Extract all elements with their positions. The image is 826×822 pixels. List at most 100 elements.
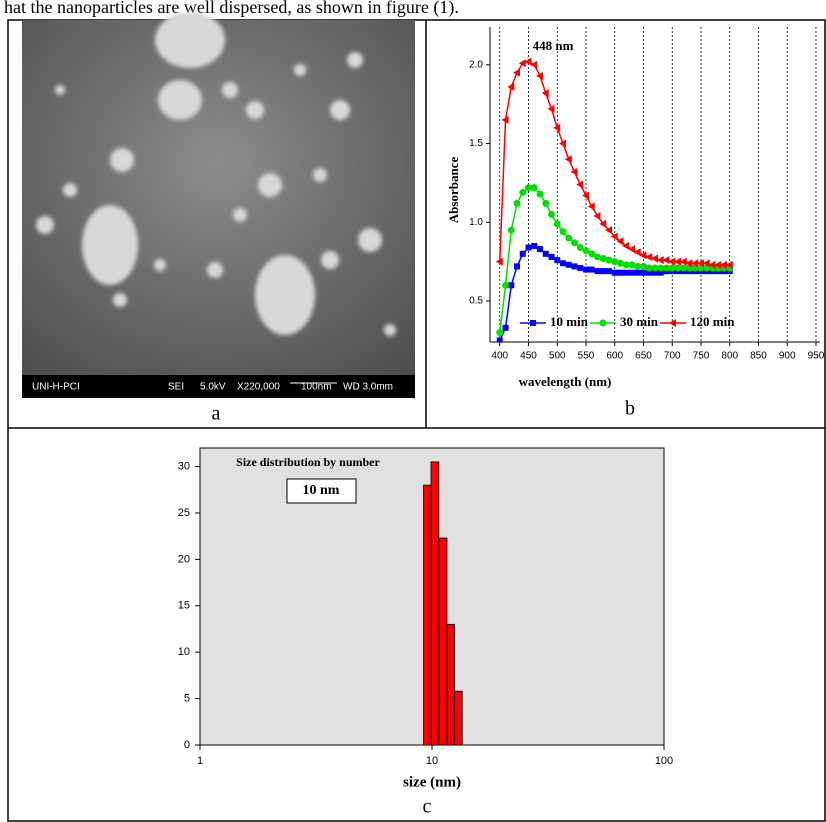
x-axis-label: size (nm) (403, 774, 461, 790)
marker (548, 253, 555, 260)
x-tick-label: 550 (578, 351, 595, 362)
marker (570, 167, 578, 176)
marker (645, 252, 653, 261)
sem-label: SEI (168, 382, 184, 393)
marker (662, 264, 670, 272)
y-tick-label: 30 (178, 460, 190, 472)
marker (708, 260, 716, 269)
marker (714, 260, 722, 269)
x-tick-label: 750 (693, 351, 710, 362)
marker (554, 257, 561, 264)
frame (7, 19, 826, 822)
marker (495, 257, 503, 266)
x-tick-label: 850 (750, 351, 767, 362)
marker (588, 266, 595, 273)
marker (656, 256, 664, 265)
legend-marker (599, 319, 607, 327)
marker (622, 261, 630, 269)
marker (691, 259, 699, 268)
marker (559, 228, 567, 236)
marker (553, 123, 561, 132)
y-tick-label: 5 (184, 693, 190, 705)
marker (531, 242, 538, 249)
marker (652, 269, 658, 276)
marker (622, 241, 630, 250)
marker (507, 82, 515, 91)
marker (599, 255, 607, 263)
marker (519, 250, 526, 257)
x-tick-label: 400 (491, 351, 508, 362)
y-tick-label: 20 (178, 553, 190, 565)
marker (536, 71, 544, 80)
annotation: 448 nm (533, 38, 574, 53)
bar (430, 461, 440, 746)
marker (502, 281, 510, 289)
marker (542, 250, 549, 257)
caption: a (212, 403, 221, 425)
plot (495, 57, 734, 342)
x-tick-label: 700 (664, 351, 681, 362)
sem-label: WD 3.0mm (343, 382, 393, 393)
sem-label: 5.0kV (200, 382, 226, 393)
x-tick-label: 800 (721, 351, 738, 362)
marker (541, 89, 549, 98)
y-axis-label: Absorbance (446, 157, 461, 224)
marker (617, 259, 625, 267)
marker (571, 263, 578, 270)
sem-label: 100nm (301, 382, 332, 393)
marker (605, 226, 613, 235)
x-tick-label: 950 (808, 351, 825, 362)
marker (547, 104, 555, 113)
marker (542, 199, 550, 207)
marker (577, 264, 584, 271)
marker (668, 257, 676, 266)
y-tick-label: 0 (184, 739, 190, 751)
marker (519, 188, 527, 196)
marker (565, 234, 573, 242)
marker (633, 248, 641, 257)
marker (640, 269, 647, 276)
marker (593, 212, 601, 220)
marker (657, 264, 665, 272)
body-text: hat the nanoparticles are well dispersed… (4, 0, 459, 18)
y-tick-label: 15 (178, 600, 190, 612)
marker (646, 269, 653, 276)
bar (438, 537, 448, 746)
marker (680, 264, 688, 272)
marker (685, 259, 693, 268)
marker (525, 184, 533, 192)
marker (548, 210, 556, 218)
sem-image (22, 12, 415, 398)
marker (673, 257, 681, 266)
x-tick-label: 500 (549, 351, 566, 362)
marker (651, 254, 658, 263)
caption: b (625, 398, 635, 420)
marker (513, 68, 521, 77)
marker (623, 269, 630, 276)
y-tick-label: 10 (178, 646, 190, 658)
marker (518, 59, 526, 68)
marker (496, 329, 504, 337)
sem-label: UNI-H-PCI (32, 382, 80, 393)
marker (628, 245, 636, 254)
marker (616, 237, 624, 246)
annotation: Size distribution by number (236, 455, 380, 469)
marker (588, 250, 596, 258)
marker (639, 251, 647, 260)
x-tick-label: 600 (606, 351, 623, 362)
marker (651, 264, 659, 272)
x-tick-label: 100 (655, 755, 673, 767)
x-axis-label: wavelength (nm) (519, 374, 612, 389)
x-tick-label: 450 (520, 351, 537, 362)
legend-label: 120 min (690, 314, 735, 329)
marker (702, 259, 710, 268)
marker (725, 260, 733, 269)
bar (446, 623, 455, 746)
marker (530, 60, 538, 69)
marker (571, 239, 579, 247)
marker (674, 264, 682, 272)
marker (530, 184, 538, 192)
marker (576, 244, 584, 251)
